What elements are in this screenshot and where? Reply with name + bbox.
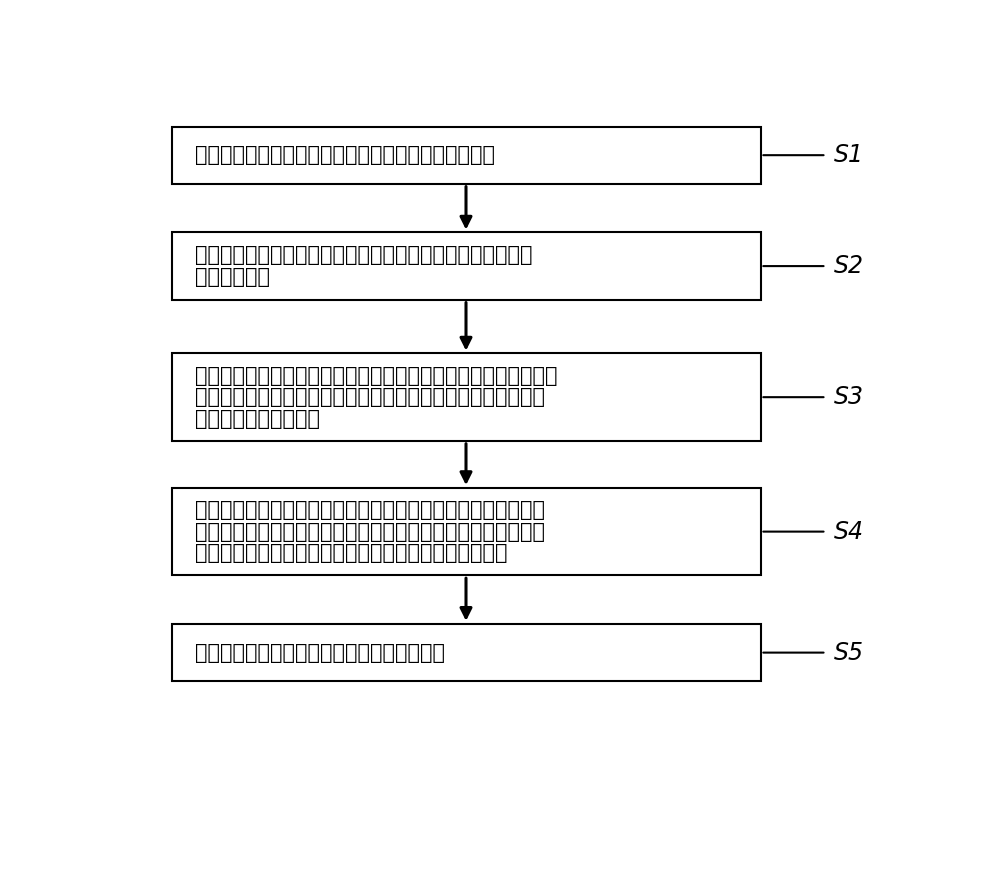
Bar [172,354,761,441]
Bar [172,624,761,681]
Text: S1: S1 [834,143,864,167]
Text: 采集元器件信息和电路板样本信息，建立深度学习模型: 采集元器件信息和电路板样本信息，建立深度学习模型 [195,145,495,165]
Text: S4: S4 [834,519,864,544]
Text: 非标准元器件: 非标准元器件 [195,267,270,287]
Text: 路板上的非标准元器件的特征区域图像并将其与检测模板进行比: 路板上的非标准元器件的特征区域图像并将其与检测模板进行比 [195,521,545,541]
Text: 按照预设条件将待检测电路板上的元器件划分为标准元器件和: 按照预设条件将待检测电路板上的元器件划分为标准元器件和 [195,245,532,265]
Text: 像上的标准元器件进行定位和分类，判断标准元器件在待检测电: 像上的标准元器件进行定位和分类，判断标准元器件在待检测电 [195,387,545,407]
Text: S2: S2 [834,254,864,278]
Text: 对，判断非标准元器件在待检测电路板上的贴装是否正确: 对，判断非标准元器件在待检测电路板上的贴装是否正确 [195,543,507,563]
Bar [172,488,761,575]
Text: 采集待检测电路板的图像，利用深度学习模型对待检测电路板的图: 采集待检测电路板的图像，利用深度学习模型对待检测电路板的图 [195,366,557,386]
Text: S5: S5 [834,641,864,664]
Bar [172,232,761,299]
Bar [172,127,761,183]
Text: 路板上的贴装是否正确: 路板上的贴装是否正确 [195,409,320,429]
Text: 对待检测电路板上的元器件进行焊后质量检测: 对待检测电路板上的元器件进行焊后质量检测 [195,643,445,663]
Text: 为待检测电路板上的非标准元器件制作检测模板，采集待检测电: 为待检测电路板上的非标准元器件制作检测模板，采集待检测电 [195,500,545,520]
Text: S3: S3 [834,385,864,409]
